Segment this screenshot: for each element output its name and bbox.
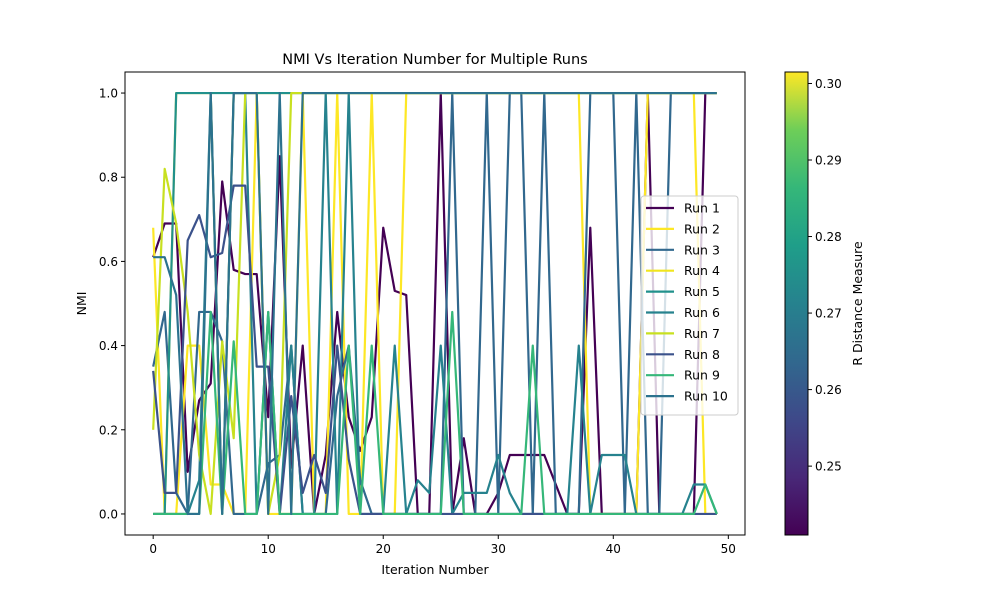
colorbar <box>784 71 809 536</box>
legend-label: Run 7 <box>684 326 720 341</box>
colorbar-tick-label: 0.29 <box>815 154 842 168</box>
y-axis-label: NMI <box>74 292 89 316</box>
legend-label: Run 10 <box>684 389 728 404</box>
x-tick-label: 10 <box>261 542 276 556</box>
legend-label: Run 5 <box>684 284 720 299</box>
x-tick-label: 20 <box>376 542 391 556</box>
y-tick-label: 0.0 <box>99 507 118 521</box>
x-tick-label: 30 <box>491 542 506 556</box>
colorbar-tick-label: 0.25 <box>815 460 842 474</box>
colorbar-label: R Distance Measure <box>850 241 865 366</box>
legend: Run 1 Run 2 Run 3 Run 4 Run 5 Run 6 Run 7 Run 8… <box>640 195 739 416</box>
plot-frame <box>124 71 746 536</box>
legend-label: Run 9 <box>684 368 720 383</box>
legend-label: Run 8 <box>684 347 720 362</box>
colorbar-tick-label: 0.28 <box>815 230 842 244</box>
series-line-9 <box>153 310 718 516</box>
legend-label: Run 3 <box>684 242 720 257</box>
x-axis-ticks: 0 10 20 30 40 50 <box>149 535 736 556</box>
y-tick-label: 0.8 <box>99 171 118 185</box>
y-tick-label: 0.6 <box>99 255 118 269</box>
x-tick-label: 0 <box>149 542 157 556</box>
colorbar-tick-label: 0.26 <box>815 383 842 397</box>
legend-label: Run 2 <box>684 221 720 236</box>
x-tick-label: 50 <box>721 542 736 556</box>
series-line-6 <box>153 91 718 516</box>
legend-label: Run 6 <box>684 305 720 320</box>
colorbar-ticks: 0.25 0.26 0.27 0.28 0.29 0.30 <box>808 77 842 474</box>
y-tick-label: 0.2 <box>99 423 118 437</box>
chart-title: NMI Vs Iteration Number for Multiple Run… <box>282 52 587 68</box>
y-axis-ticks: 0.0 0.2 0.4 0.6 0.8 1.0 <box>99 87 125 521</box>
x-tick-label: 40 <box>606 542 621 556</box>
legend-label: Run 1 <box>684 201 720 216</box>
colorbar-tick-label: 0.27 <box>815 307 842 321</box>
y-tick-label: 1.0 <box>99 87 118 101</box>
colorbar-tick-label: 0.30 <box>815 77 842 91</box>
y-tick-label: 0.4 <box>99 339 118 353</box>
series-line-10 <box>153 91 717 516</box>
x-axis-label: Iteration Number <box>381 562 489 577</box>
legend-label: Run 4 <box>684 263 720 278</box>
series-lines <box>152 91 718 516</box>
